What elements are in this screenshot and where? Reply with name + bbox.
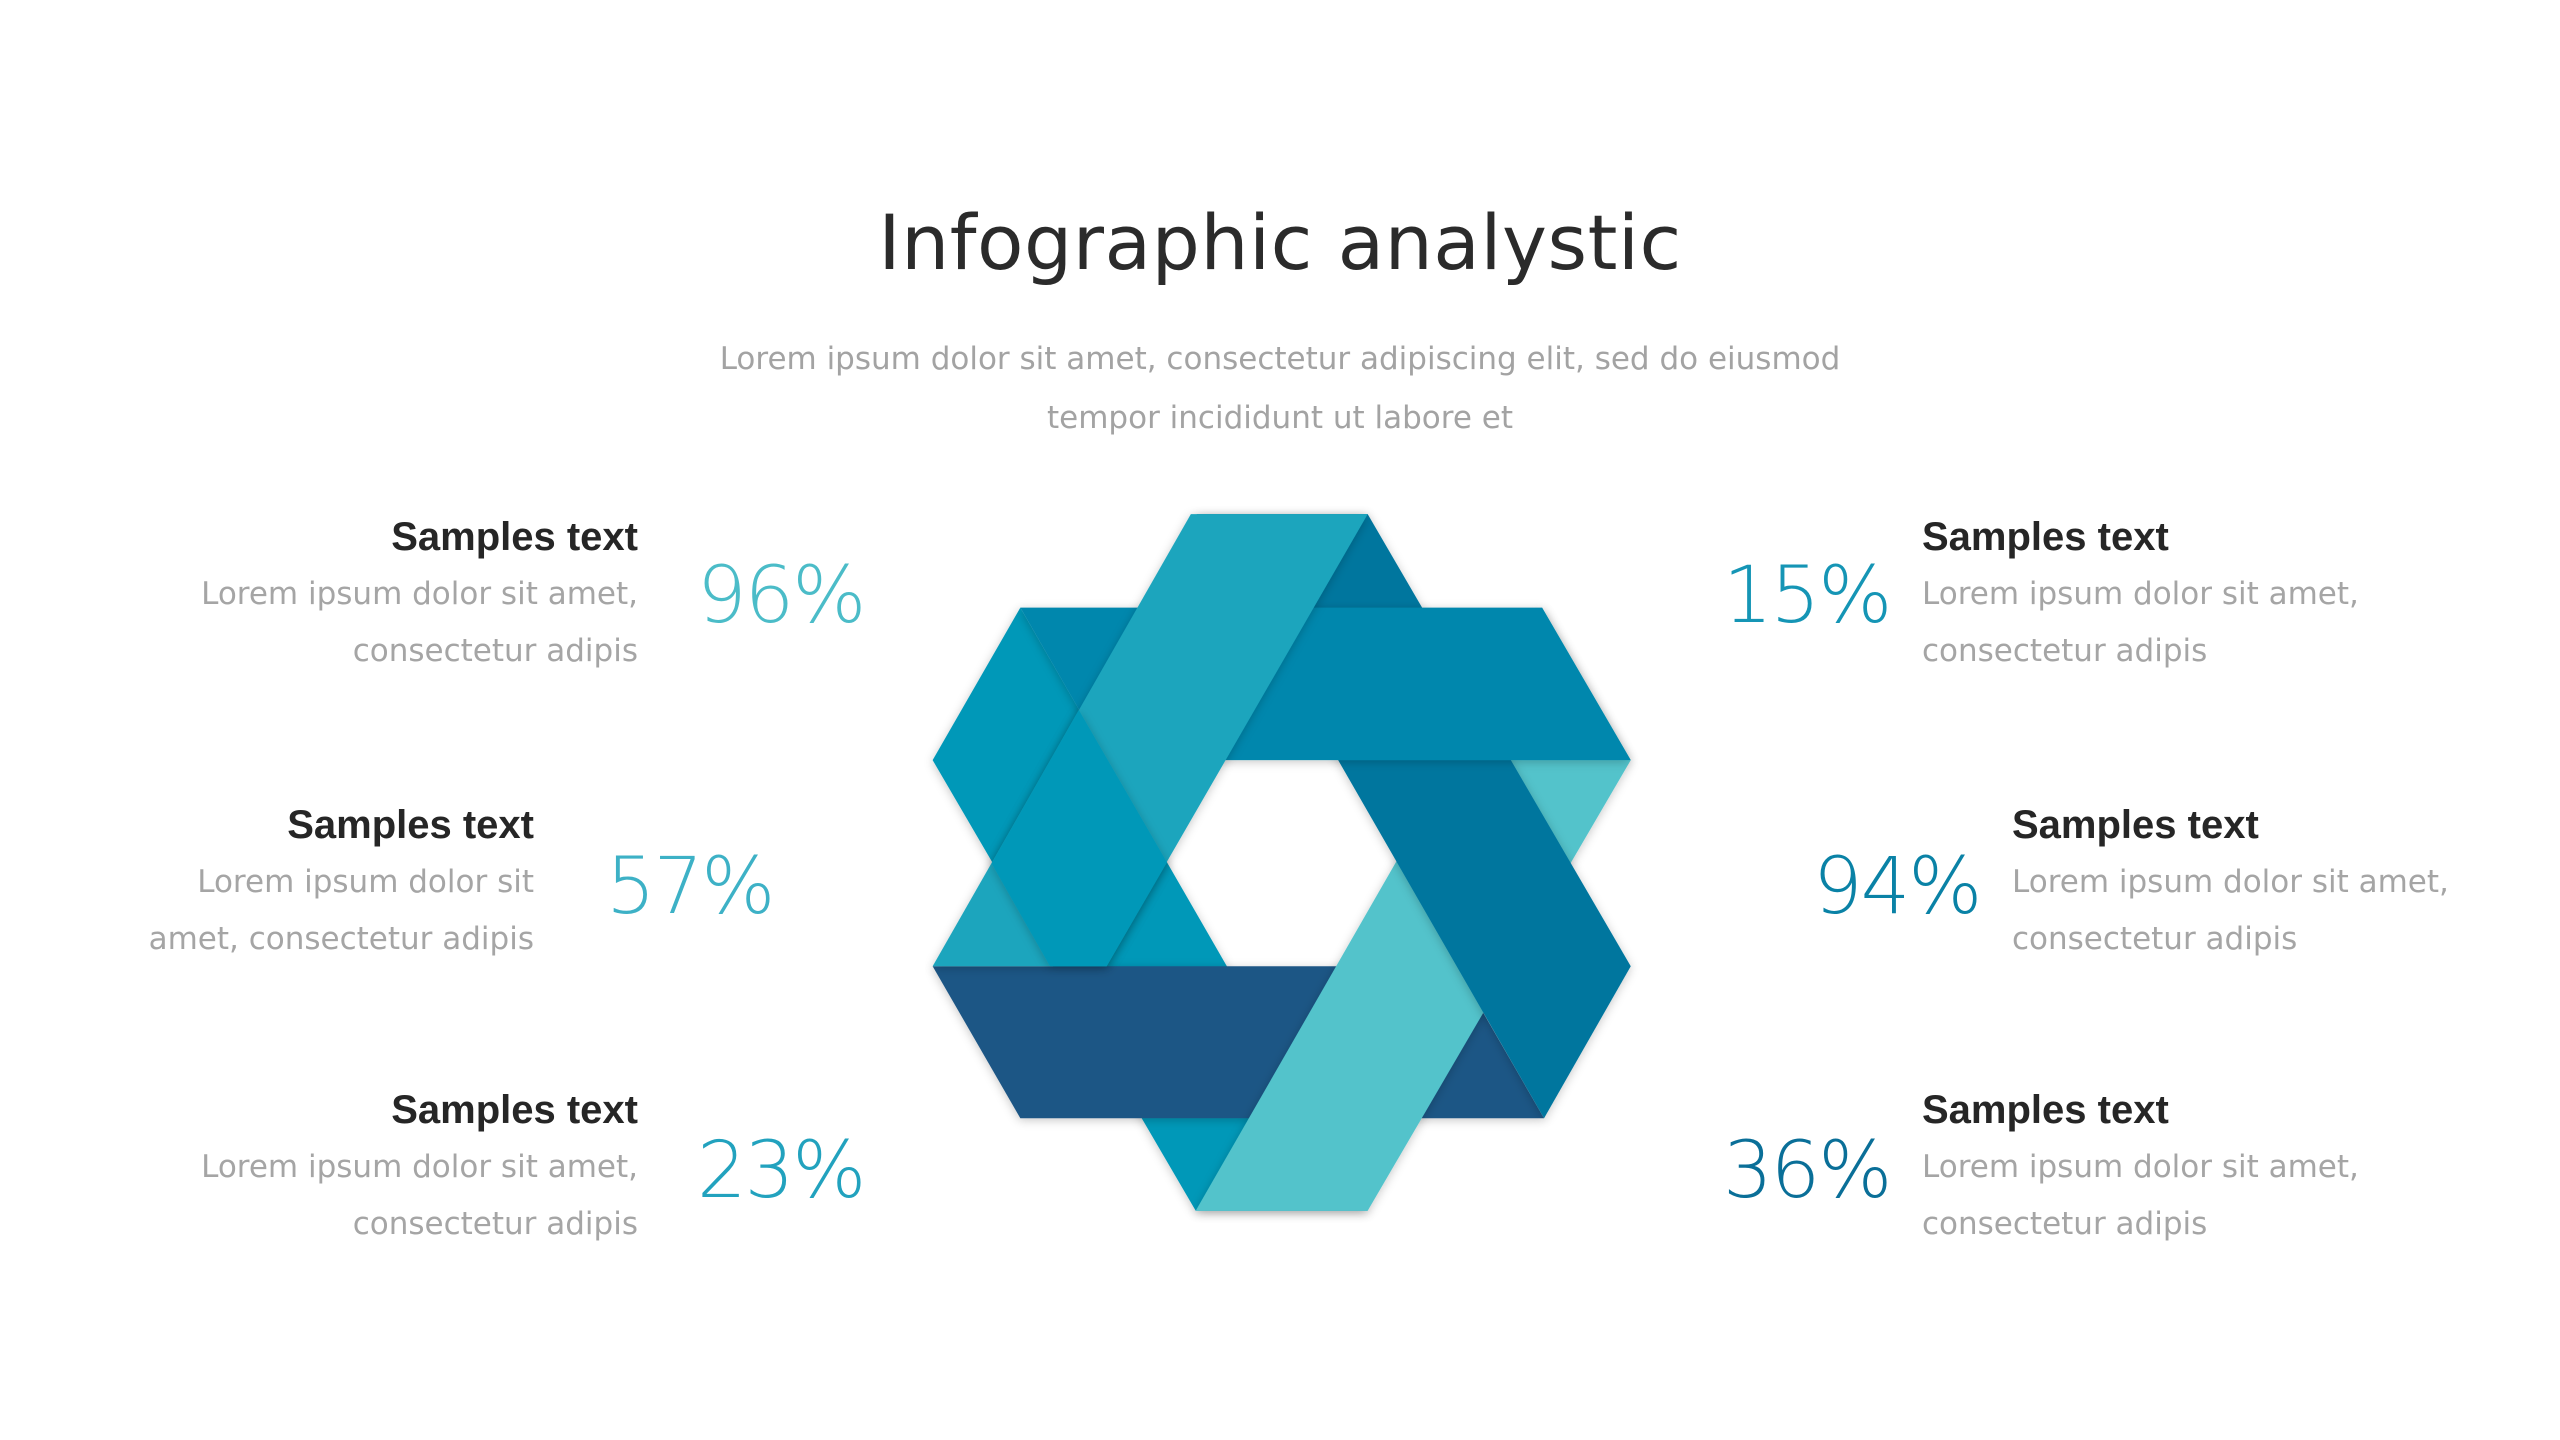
percent-value: 94% xyxy=(1813,842,1982,932)
right-item-2: Samples text Lorem ipsum dolor sit amet,… xyxy=(2012,803,2560,968)
page-title: Infographic analystic xyxy=(878,198,1682,287)
percent-value: 15% xyxy=(1723,551,1892,641)
left-item-1: Samples text Lorem ipsum dolor sit amet,… xyxy=(0,515,638,680)
item-heading: Samples text xyxy=(287,803,534,847)
right-item-1: Samples text Lorem ipsum dolor sit amet,… xyxy=(1922,515,2560,680)
subtitle-line: Lorem ipsum dolor sit amet, consectetur … xyxy=(719,341,1841,377)
percent-value: 36% xyxy=(1723,1126,1892,1216)
woven-hexagon-graphic xyxy=(932,514,1631,1211)
item-description: Lorem ipsum dolor sit amet, consectetur a… xyxy=(148,864,534,957)
percent-value: 23% xyxy=(697,1126,866,1216)
item-heading: Samples text xyxy=(1922,515,2169,559)
item-description: Lorem ipsum dolor sit amet, consectetur a… xyxy=(1922,576,2359,669)
percent-value: 57% xyxy=(606,842,775,932)
item-heading: Samples text xyxy=(391,1088,638,1132)
item-description: Lorem ipsum dolor sit amet, consectetur a… xyxy=(201,576,638,669)
subtitle-line: tempor incididunt ut labore et xyxy=(1047,400,1513,436)
page-subtitle: Lorem ipsum dolor sit amet, consectetur … xyxy=(680,330,1880,448)
item-description: Lorem ipsum dolor sit amet, consectetur a… xyxy=(1922,1149,2359,1242)
item-heading: Samples text xyxy=(1922,1088,2169,1132)
ribbon-left-diagonal-overlap xyxy=(991,709,1167,967)
item-heading: Samples text xyxy=(391,515,638,559)
item-heading: Samples text xyxy=(2012,803,2259,847)
left-item-2: Samples text Lorem ipsum dolor sit amet, … xyxy=(0,803,534,968)
left-item-3: Samples text Lorem ipsum dolor sit amet,… xyxy=(0,1088,638,1253)
item-description: Lorem ipsum dolor sit amet, consectetur a… xyxy=(2012,864,2449,957)
right-item-3: Samples text Lorem ipsum dolor sit amet,… xyxy=(1922,1088,2560,1253)
item-description: Lorem ipsum dolor sit amet, consectetur a… xyxy=(201,1149,638,1242)
percent-value: 96% xyxy=(697,551,866,641)
